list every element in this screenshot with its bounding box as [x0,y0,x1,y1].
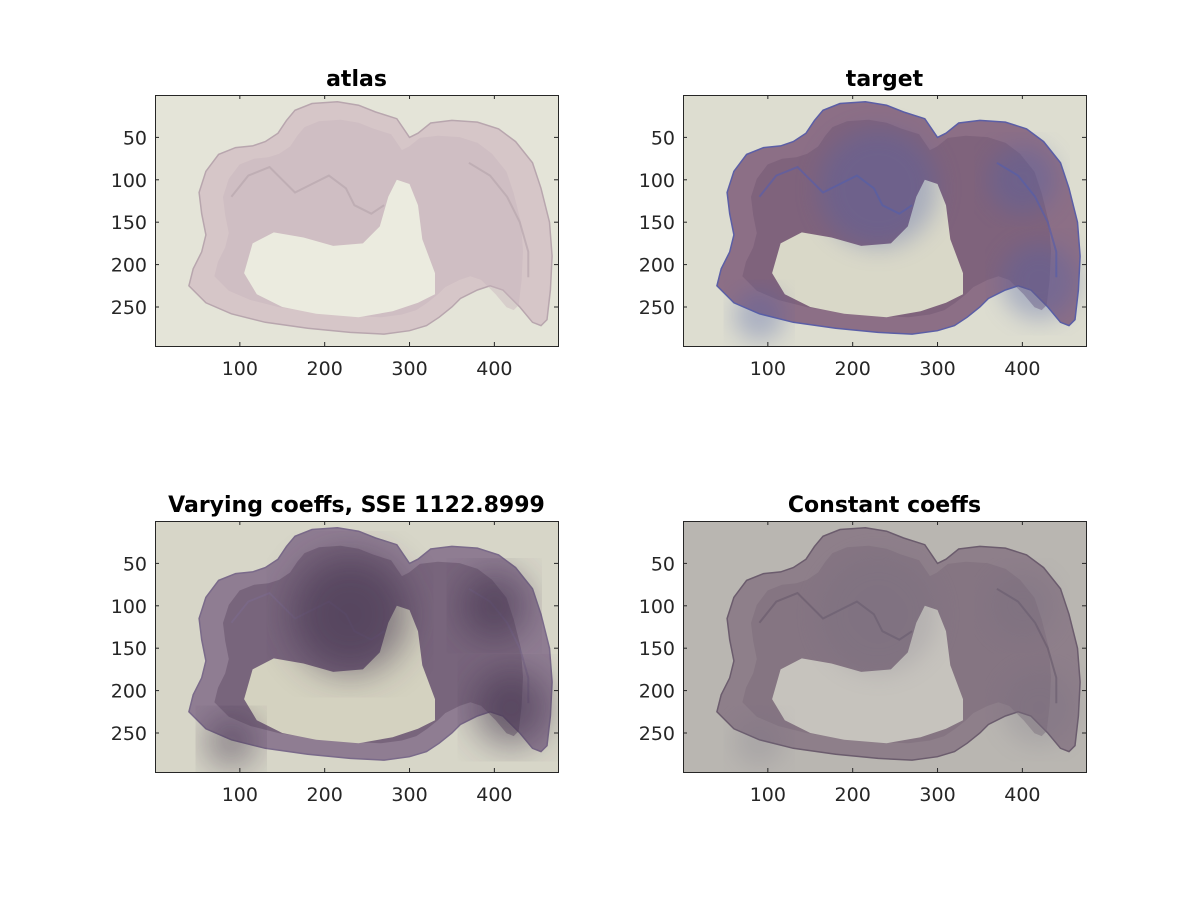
x-tick-label: 300 [919,784,955,806]
y-tick-label: 200 [111,255,147,277]
panel-atlas: 100 200 300 400 50 100 150 200 250 atlas [111,67,559,380]
x-tick-label: 300 [391,784,427,806]
intensity-blob [473,669,550,746]
fold-line [468,161,530,278]
x-tick-label: 100 [222,784,258,806]
x-tick-label: 100 [222,358,258,380]
intensity-blob [290,554,410,674]
panel-varying: 100 200 300 400 50 100 150 200 250 Varying coeffs… [111,493,559,806]
x-tick-label: 400 [1004,784,1040,806]
y-tick-label: 200 [639,255,675,277]
y-tick-label: 250 [639,297,675,319]
x-tick-label: 100 [750,784,786,806]
fold-line [230,165,385,215]
panel-target: 100 200 300 400 50 100 150 200 250 target [639,67,1087,380]
ventricle-region [244,179,435,318]
y-tick-label: 250 [639,723,675,745]
axis-frame [155,95,559,347]
y-tick-label: 150 [111,638,147,660]
y-tick-label: 200 [111,681,147,703]
intensity-blob [733,290,785,341]
x-tick-label: 200 [835,784,871,806]
y-tick-label: 50 [651,553,675,575]
axis-frame [683,95,1087,347]
intensity-blob [988,571,1057,640]
y-tick-label: 100 [111,170,147,192]
x-tick-label: 100 [750,358,786,380]
y-tick-label: 150 [639,638,675,660]
intensity-blob [818,554,938,674]
y-tick-label: 250 [111,297,147,319]
panel-image [683,521,1086,772]
y-tick-label: 50 [123,553,147,575]
intensity-blob [205,716,257,767]
axis-frame [683,521,1087,773]
y-tick-label: 100 [639,170,675,192]
x-tick-label: 200 [307,784,343,806]
panel-title: atlas [326,67,387,92]
x-tick-label: 200 [307,358,343,380]
panel-constant: 100 200 300 400 50 100 150 200 250 Constant coeff… [639,493,1087,806]
panels: 100 200 300 400 50 100 150 200 250 atlas 100 200 300… [111,67,1087,806]
x-tick-label: 300 [391,358,427,380]
panel-image [683,95,1086,346]
intensity-blob [988,145,1057,214]
panel-title: Constant coeffs [788,493,981,518]
x-tick-label: 300 [919,358,955,380]
intensity-blob [460,571,529,640]
intensity-blob [818,128,938,248]
y-tick-label: 50 [123,127,147,149]
panel-image [155,95,558,346]
y-tick-label: 250 [111,723,147,745]
intensity-blob [1001,669,1078,746]
panel-title: target [846,67,924,92]
y-tick-label: 100 [639,596,675,618]
y-tick-label: 150 [639,212,675,234]
y-tick-label: 200 [639,681,675,703]
x-tick-label: 400 [476,358,512,380]
intensity-blob [733,716,785,767]
panel-image [155,521,558,772]
x-tick-label: 400 [476,784,512,806]
axis-frame [155,521,559,773]
x-tick-label: 200 [835,358,871,380]
panel-title: Varying coeffs, SSE 1122.8999 [168,493,545,518]
y-tick-label: 50 [651,127,675,149]
y-tick-label: 150 [111,212,147,234]
x-tick-label: 400 [1004,358,1040,380]
y-tick-label: 100 [111,596,147,618]
intensity-blob [1001,243,1078,320]
